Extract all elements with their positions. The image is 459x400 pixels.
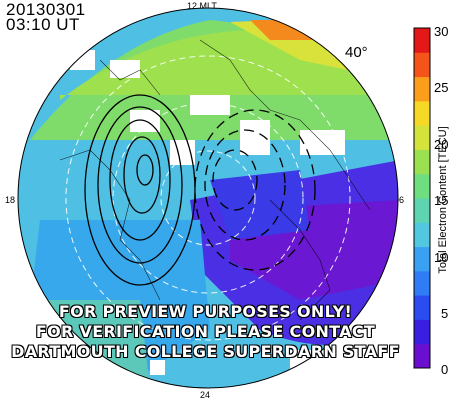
colorbar: [414, 28, 430, 369]
colorbar-segment: [414, 246, 430, 272]
colorbar-segment: [414, 76, 430, 102]
colorbar-segment: [414, 125, 430, 150]
mlt-label-noon: 12 MLT: [187, 1, 217, 11]
watermark-line: FOR VERIFICATION PLEASE CONTACT: [35, 322, 376, 341]
colorbar-segment: [414, 319, 430, 345]
colorbar-segment: [414, 28, 430, 53]
colorbar-tick: 25: [434, 80, 449, 95]
colorbar-tick: 20: [434, 137, 449, 152]
watermark-line: DARTMOUTH COLLEGE SUPERDARN STAFF: [11, 342, 400, 361]
colorbar-segment: [414, 52, 430, 78]
date-label: 20130301: [6, 0, 86, 19]
colorbar-tick: 0: [441, 362, 449, 377]
mlt-label-midnight: 24: [200, 390, 211, 400]
colorbar-segment: [414, 343, 430, 369]
colorbar-segment: [414, 149, 430, 175]
colorbar-segment: [414, 270, 430, 296]
colorbar-tick: 5: [441, 306, 449, 321]
latitude-label: 40°: [345, 44, 368, 61]
colorbar-segment: [414, 173, 430, 199]
colorbar-tick: 10: [434, 250, 449, 265]
colorbar-title: Total Electron Content [TECU]: [437, 126, 449, 274]
mlt-label-dusk: 18: [5, 195, 16, 205]
watermark-line: FOR PREVIEW PURPOSES ONLY!: [58, 302, 353, 321]
colorbar-segment: [414, 295, 430, 320]
time-label: 03:10 UT: [6, 15, 80, 34]
map-border: [17, 7, 399, 389]
colorbar-segment: [414, 100, 430, 126]
colorbar-segment: [414, 198, 430, 223]
colorbar-frame: [413, 27, 431, 369]
colorbar-tick: 15: [434, 193, 449, 208]
colorbar-tick: 30: [434, 24, 449, 39]
colorbar-segment: [414, 222, 430, 248]
mlt-label-dawn: 06: [394, 195, 405, 205]
